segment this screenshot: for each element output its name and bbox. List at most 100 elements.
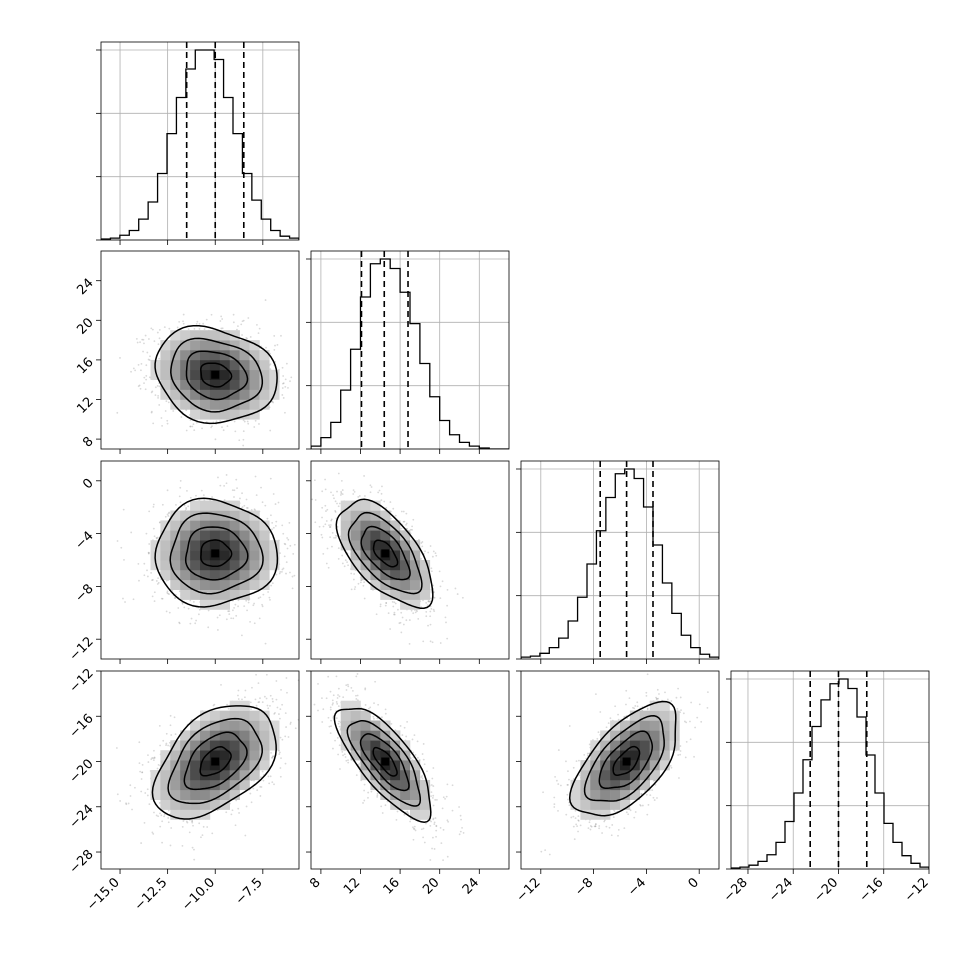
density-cell [400, 579, 411, 590]
density-cell [259, 379, 270, 390]
scatter-point [116, 411, 119, 414]
scatter-point [331, 545, 333, 548]
density-cell [390, 540, 401, 551]
scatter-point [286, 547, 289, 550]
scatter-point [216, 629, 219, 631]
density-cell [390, 569, 401, 581]
scatter-point [430, 567, 433, 570]
density-cell [370, 520, 381, 531]
density-layer [116, 474, 299, 645]
scatter-point [260, 486, 262, 489]
density-cell [160, 340, 171, 351]
scatter-point [207, 609, 210, 612]
scatter-point [140, 369, 142, 372]
scatter-point [189, 622, 192, 625]
density-cell [350, 560, 361, 571]
scatter-point [271, 400, 274, 403]
scatter-point [282, 382, 284, 385]
scatter-point [245, 498, 248, 501]
density-cell [170, 340, 181, 351]
density-cell [200, 389, 211, 400]
scatter-point [431, 555, 434, 558]
scatter-point [428, 600, 431, 603]
scatter-point [242, 430, 245, 433]
scatter-point [406, 527, 408, 530]
density-cell [239, 530, 250, 541]
scatter-point [216, 616, 219, 619]
scatter-point [156, 331, 159, 334]
scatter-point [230, 617, 233, 620]
density-cell [219, 520, 230, 531]
scatter-point [166, 489, 169, 492]
scatter-point [352, 493, 355, 495]
scatter-point [143, 382, 145, 385]
scatter-point [446, 588, 449, 591]
scatter-point [321, 516, 323, 519]
scatter-point [139, 341, 141, 344]
density-cell [400, 589, 411, 600]
density-cell [340, 500, 351, 511]
scatter-point [330, 491, 332, 494]
scatter-point [246, 337, 249, 340]
density-cell [160, 379, 171, 390]
density-cell [380, 510, 391, 521]
density-cell [190, 399, 201, 410]
density-cell [190, 409, 201, 420]
scatter-point [137, 562, 140, 565]
scatter-point [337, 547, 340, 550]
scatter-point [235, 478, 238, 481]
density-cell [160, 569, 171, 581]
scatter-point [145, 375, 148, 377]
density-cell [160, 530, 171, 541]
density-cell [400, 599, 411, 610]
panel-frame [100, 41, 300, 241]
scatter-point [167, 467, 169, 469]
density-cell [249, 560, 260, 571]
scatter-point [339, 494, 342, 496]
scatter-point [353, 588, 356, 591]
scatter-point [245, 337, 248, 339]
scatter-point [197, 613, 200, 616]
density-cell [269, 560, 280, 571]
scatter-point [405, 523, 407, 526]
density-cell [229, 540, 240, 551]
density-cell [170, 560, 181, 571]
density-cell [259, 369, 270, 380]
scatter-point [242, 419, 245, 421]
density-cell [160, 350, 171, 361]
scatter-point [329, 526, 332, 528]
scatter-point [262, 593, 265, 596]
scatter-point [151, 328, 154, 331]
density-cell [150, 369, 161, 380]
scatter-point [116, 540, 119, 542]
scatter-point [405, 522, 408, 525]
scatter-point [140, 362, 143, 365]
density-cell [360, 560, 371, 571]
scatter-point [122, 508, 125, 511]
scatter-point [410, 609, 413, 612]
scatter-point [221, 327, 224, 330]
scatter-point [148, 510, 151, 513]
scatter-point [223, 484, 226, 487]
scatter-point [246, 507, 249, 509]
contour-2 [185, 350, 249, 401]
density-cell [380, 530, 391, 541]
contour-2 [360, 525, 411, 581]
scatter-point [189, 496, 192, 499]
scatter-point [175, 504, 177, 506]
scatter-point [168, 327, 171, 330]
scatter-point [157, 343, 160, 346]
scatter-point [340, 492, 343, 495]
scatter-point [322, 525, 325, 528]
scatter-point [146, 569, 148, 572]
density-cell [229, 330, 240, 341]
scatter-point [246, 507, 248, 509]
scatter-point [314, 521, 317, 524]
scatter-point [272, 493, 275, 495]
scatter-point [273, 349, 276, 351]
scatter-point [284, 543, 287, 546]
density-cell [219, 389, 230, 400]
scatter-point [160, 597, 163, 600]
density-cell [360, 510, 371, 521]
density-cell [190, 379, 201, 390]
